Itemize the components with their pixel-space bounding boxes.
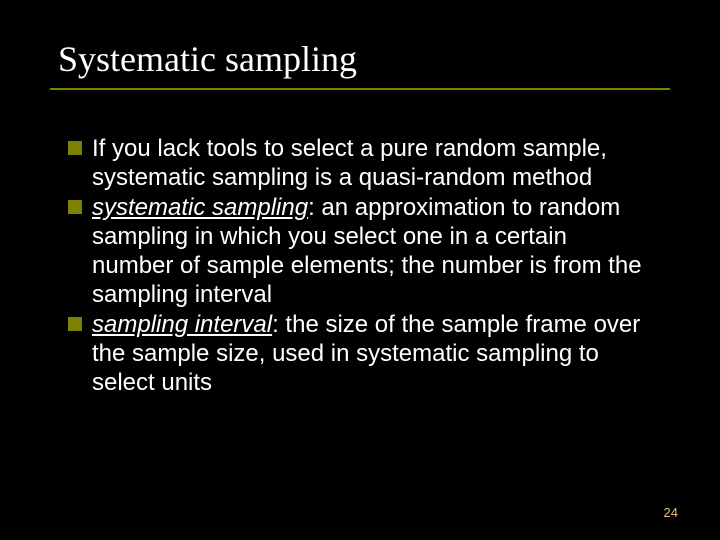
title-underline	[50, 88, 670, 90]
bullet-item: systematic sampling: an approximation to…	[68, 193, 648, 310]
bullet-term: systematic sampling	[92, 194, 308, 221]
bullet-item: sampling interval: the size of the sampl…	[68, 310, 648, 398]
bullet-item: If you lack tools to select a pure rando…	[68, 134, 648, 193]
bullet-text: sampling interval: the size of the sampl…	[92, 310, 648, 398]
page-number: 24	[664, 505, 678, 520]
slide-title: Systematic sampling	[50, 38, 670, 80]
bullet-body: If you lack tools to select a pure rando…	[92, 135, 607, 191]
bullet-term: sampling interval	[92, 311, 272, 338]
slide-content: If you lack tools to select a pure rando…	[50, 134, 670, 397]
bullet-square-icon	[68, 141, 82, 155]
bullet-text: If you lack tools to select a pure rando…	[92, 134, 648, 193]
slide-container: Systematic sampling If you lack tools to…	[0, 0, 720, 540]
bullet-square-icon	[68, 317, 82, 331]
bullet-square-icon	[68, 200, 82, 214]
bullet-text: systematic sampling: an approximation to…	[92, 193, 648, 310]
